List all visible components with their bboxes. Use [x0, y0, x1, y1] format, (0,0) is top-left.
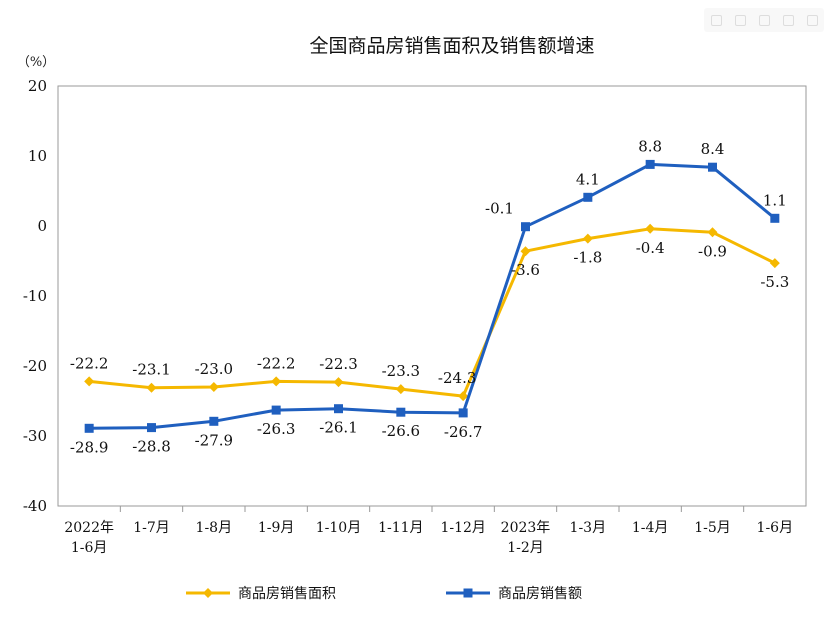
data-label: 8.4 — [701, 140, 725, 158]
data-point-square — [708, 162, 717, 172]
x-tick-label: 1-6月 — [757, 520, 794, 536]
data-point-square — [271, 405, 281, 415]
data-label: -3.6 — [511, 261, 540, 279]
data-label: -22.2 — [257, 354, 295, 372]
data-point-diamond — [458, 391, 469, 402]
data-point-square — [521, 222, 530, 232]
data-point-square — [209, 416, 219, 426]
x-tick-label: 1-3月 — [570, 520, 607, 536]
x-tick-label: 1-10月 — [316, 520, 361, 536]
data-point-square — [770, 213, 780, 223]
x-tick-label: 1-12月 — [440, 520, 485, 536]
chart-title: 全国商品房销售面积及销售额增速 — [309, 35, 594, 57]
data-point-diamond — [271, 376, 282, 387]
y-tick-label: -30 — [23, 427, 47, 445]
data-point-diamond — [582, 233, 593, 244]
y-tick-label: 20 — [28, 77, 47, 95]
y-tick-label: -20 — [23, 357, 47, 375]
data-label: -1.8 — [573, 249, 602, 267]
data-label: -22.2 — [70, 354, 108, 372]
x-tick-label: 1-2月 — [507, 540, 544, 556]
data-point-diamond — [707, 227, 718, 238]
data-label: -0.1 — [485, 200, 514, 218]
series-line-0 — [89, 227, 776, 398]
y-tick-label: 10 — [28, 147, 47, 165]
legend-label-1: 商品房销售额 — [498, 586, 582, 602]
data-point-square — [645, 159, 655, 169]
legend-label-0: 商品房销售面积 — [238, 586, 336, 602]
data-point-square — [396, 407, 406, 417]
legend-marker-square — [463, 588, 473, 598]
x-tick-label: 1-5月 — [694, 520, 731, 536]
data-point-diamond — [769, 258, 780, 269]
data-label: -0.9 — [698, 242, 727, 260]
data-label: -26.3 — [257, 420, 295, 438]
data-label: -26.7 — [444, 423, 482, 441]
data-point-square — [84, 423, 94, 433]
data-label: -23.3 — [382, 362, 420, 380]
x-tick-label: 1-11月 — [378, 520, 423, 536]
data-label: -28.8 — [132, 438, 170, 456]
data-label: 4.1 — [576, 170, 600, 188]
data-label: -23.0 — [195, 360, 233, 378]
x-axis: 2022年 1-6月 1-7月 1-8月 1-9月 1-10月 1-11月 1-12月 2023… — [64, 506, 793, 556]
data-point-square — [583, 192, 593, 202]
data-point-diamond — [84, 376, 95, 387]
data-point-square — [458, 408, 468, 418]
y-tick-label: -10 — [23, 287, 47, 305]
x-tick-label: 1-6月 — [71, 540, 108, 556]
data-point-diamond — [333, 377, 344, 388]
y-tick-label: 0 — [37, 217, 47, 235]
data-label: -27.9 — [195, 431, 233, 449]
data-point-square — [147, 423, 156, 433]
data-label: -26.1 — [319, 419, 357, 437]
data-label: -28.9 — [70, 438, 108, 456]
x-tick-label: 1-4月 — [632, 520, 669, 536]
toolbar-settings-icon — [806, 14, 818, 26]
data-point-diamond — [146, 382, 157, 393]
data-label: -24.3 — [438, 369, 476, 387]
legend-marker-diamond — [203, 588, 213, 598]
toolbar-download-icon — [782, 14, 794, 26]
x-tick-label: 2023年 — [501, 520, 551, 536]
legend: 商品房销售面积 商品房销售额 — [186, 586, 582, 602]
x-tick-label: 2022年 — [64, 520, 114, 536]
y-axis: 20 10 0 -10 -20 -30 -40 — [23, 77, 47, 515]
x-tick-label: 1-7月 — [133, 520, 170, 536]
x-tick-label: 1-8月 — [196, 520, 233, 536]
data-label: -0.4 — [636, 239, 665, 257]
data-point-diamond — [520, 246, 531, 257]
data-label: -5.3 — [760, 273, 789, 291]
data-label: 1.1 — [763, 191, 787, 209]
data-label: -22.3 — [319, 355, 357, 373]
data-label: -26.6 — [382, 422, 420, 440]
data-point-diamond — [208, 382, 219, 392]
y-axis-unit: （%） — [17, 55, 55, 70]
x-tick-label: 1-9月 — [258, 520, 295, 536]
data-label: 8.8 — [638, 137, 662, 155]
data-label: -23.1 — [132, 361, 170, 379]
toolbar-pan-icon — [758, 14, 770, 26]
toolbar-zoom-icon — [710, 14, 722, 26]
series-line-1 — [89, 162, 776, 430]
toolbar-reset-icon — [734, 14, 746, 26]
y-tick-label: -40 — [23, 497, 47, 515]
data-point-diamond — [395, 384, 406, 395]
chart-toolbar — [704, 8, 824, 32]
data-point-square — [334, 404, 343, 414]
series-group: -22.2 -23.1 -23.0 -22.2 -22.3 -23.3 -24.3 -3.6 -… — [70, 137, 789, 456]
data-point-diamond — [645, 223, 656, 234]
